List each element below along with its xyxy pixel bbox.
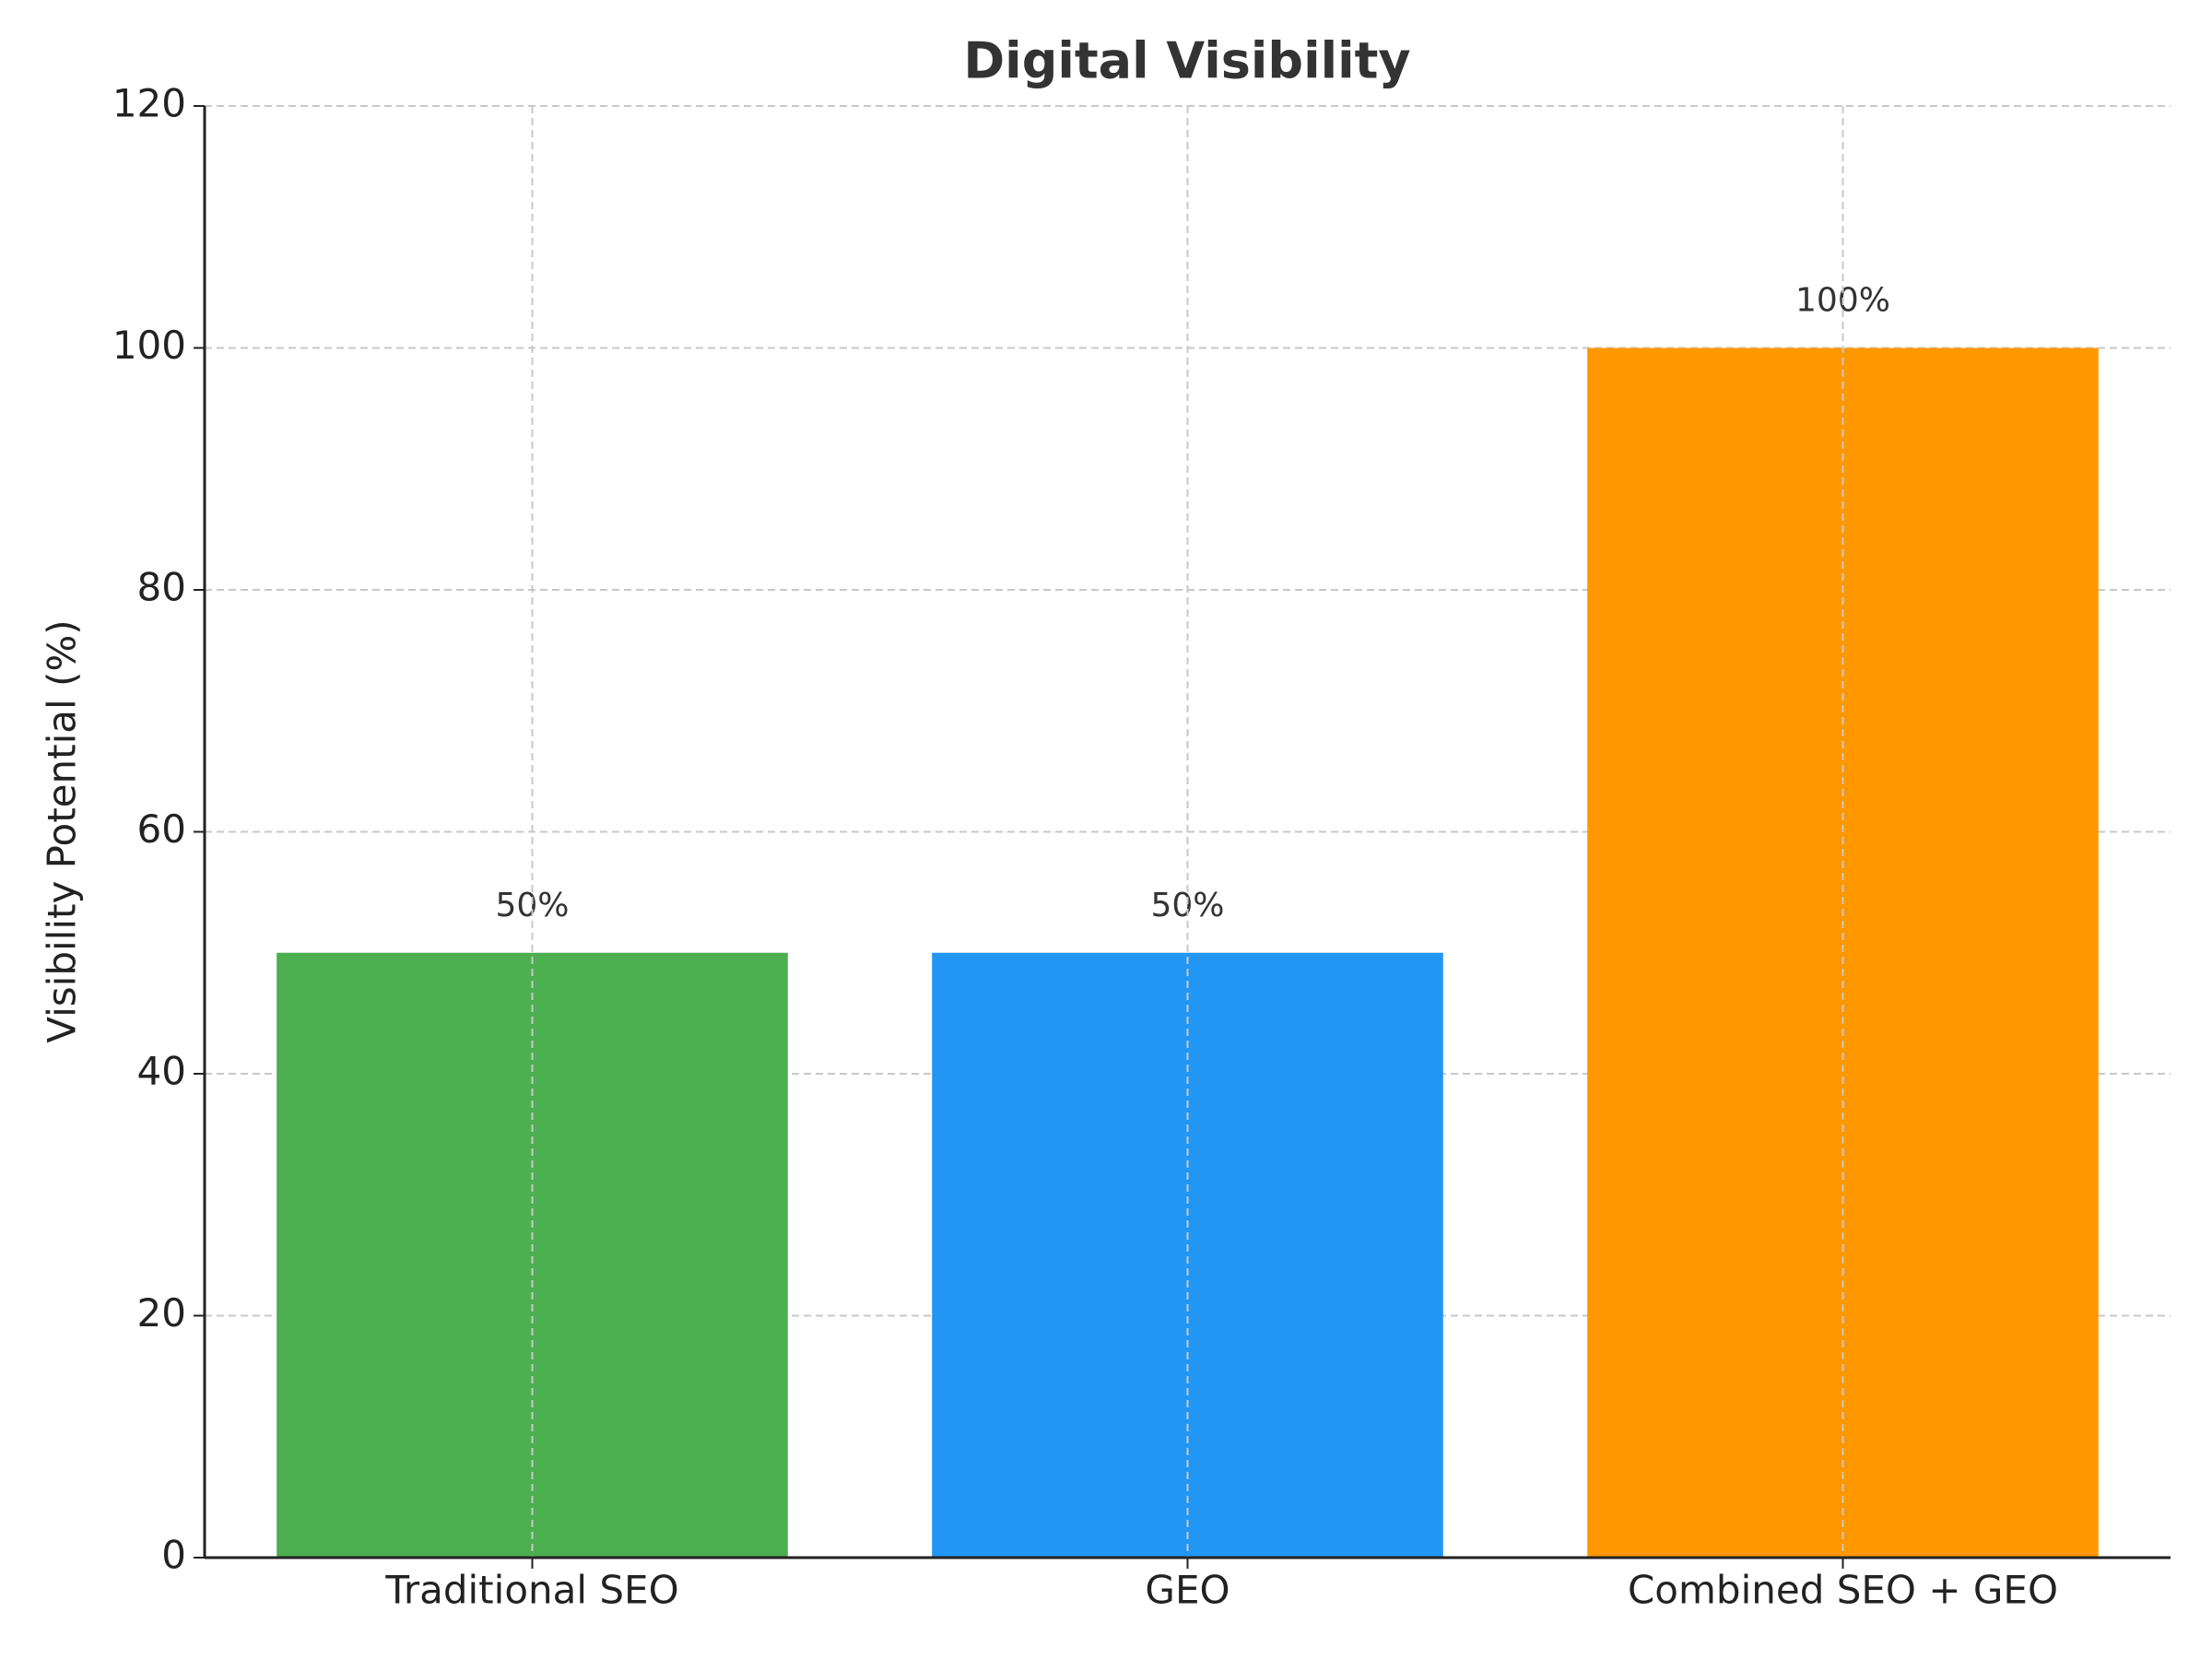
- y-tick-label: 20: [137, 1290, 186, 1335]
- y-tick-label: 60: [137, 806, 186, 852]
- x-tick-label: GEO: [1145, 1568, 1230, 1613]
- y-tick-label: 120: [112, 81, 186, 126]
- x-tick-label: Traditional SEO: [384, 1568, 678, 1613]
- y-tick-label: 80: [137, 565, 186, 610]
- value-label: 50%: [1150, 887, 1224, 924]
- x-tick-label: Combined SEO + GEO: [1628, 1568, 2058, 1613]
- value-label: 50%: [495, 887, 569, 924]
- y-axis-label: Visibility Potential (%): [40, 619, 85, 1042]
- chart-title: Digital Visibility: [963, 32, 1410, 90]
- y-tick-label: 100: [112, 323, 186, 368]
- y-tick-label: 40: [137, 1049, 186, 1094]
- y-tick-label: 0: [161, 1533, 186, 1578]
